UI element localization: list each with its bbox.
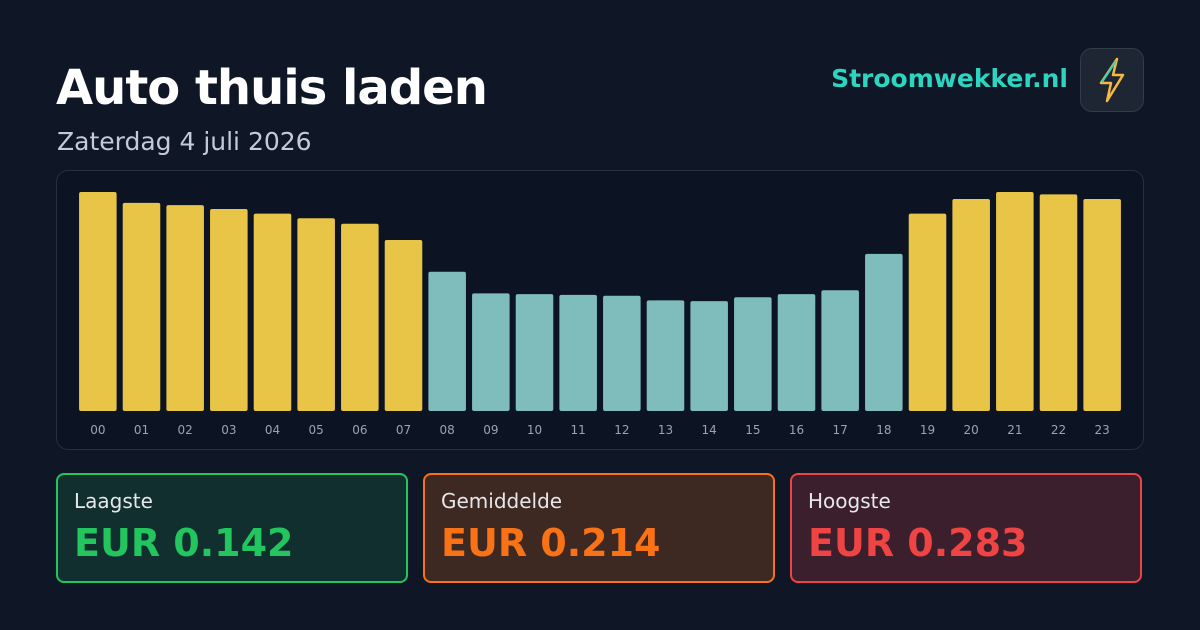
- x-tick-label: 06: [352, 423, 367, 437]
- x-tick-label: 04: [265, 423, 280, 437]
- stat-card: Hoogste EUR 0.283: [790, 473, 1142, 583]
- logo: [1080, 48, 1144, 112]
- title: Auto thuis laden: [56, 60, 488, 116]
- x-tick-label: 15: [745, 423, 760, 437]
- stat-label: Hoogste: [808, 489, 891, 513]
- x-tick-label: 19: [920, 423, 935, 437]
- x-tick-label: 12: [614, 423, 629, 437]
- x-tick-label: 20: [964, 423, 979, 437]
- bar: [952, 198, 990, 411]
- x-tick-label: 00: [90, 423, 105, 437]
- bar: [515, 294, 554, 411]
- bar: [690, 301, 728, 411]
- bar: [865, 253, 903, 411]
- bar: [79, 192, 117, 411]
- logo-icon: [1099, 57, 1125, 103]
- bar: [646, 300, 685, 411]
- stat-value: EUR 0.142: [74, 521, 294, 565]
- bar: [1083, 198, 1121, 411]
- stat-value: EUR 0.283: [808, 521, 1028, 565]
- x-tick-label: 17: [833, 423, 848, 437]
- x-tick-label: 05: [309, 423, 324, 437]
- x-tick-label: 11: [571, 423, 586, 437]
- bar: [166, 205, 204, 411]
- x-tick-label: 10: [527, 423, 542, 437]
- x-tick-label: 23: [1095, 423, 1110, 437]
- bar: [1039, 194, 1078, 411]
- bar: [428, 271, 466, 411]
- bar: [122, 202, 161, 411]
- stat-label: Laagste: [74, 489, 153, 513]
- bar: [297, 218, 335, 411]
- bar: [341, 223, 379, 411]
- x-tick-label: 02: [178, 423, 193, 437]
- x-tick-label: 13: [658, 423, 673, 437]
- x-tick-label: 14: [702, 423, 717, 437]
- stat-label: Gemiddelde: [441, 489, 563, 513]
- x-tick-label: 16: [789, 423, 804, 437]
- x-tick-label: 07: [396, 423, 411, 437]
- stat-value: EUR 0.214: [441, 521, 661, 565]
- bar: [559, 294, 597, 411]
- bar: [603, 295, 641, 411]
- x-tick-label: 09: [483, 423, 498, 437]
- stat-card: Gemiddelde EUR 0.214: [423, 473, 775, 583]
- x-tick-label: 08: [440, 423, 455, 437]
- x-tick-label: 21: [1007, 423, 1022, 437]
- bar: [472, 293, 510, 411]
- bar: [253, 213, 292, 411]
- x-tick-label: 18: [876, 423, 891, 437]
- bar: [734, 297, 772, 411]
- bar: [777, 294, 816, 411]
- bar: [821, 290, 859, 411]
- x-tick-label: 22: [1051, 423, 1066, 437]
- subtitle: Zaterdag 4 juli 2026: [57, 127, 312, 156]
- stat-card: Laagste EUR 0.142: [56, 473, 408, 583]
- bar: [210, 209, 248, 411]
- brand: Stroomwekker.nl: [831, 64, 1068, 93]
- bar: [384, 239, 423, 411]
- x-tick-label: 03: [221, 423, 236, 437]
- bar: [996, 192, 1034, 411]
- bar: [908, 213, 947, 411]
- x-tick-label: 01: [134, 423, 149, 437]
